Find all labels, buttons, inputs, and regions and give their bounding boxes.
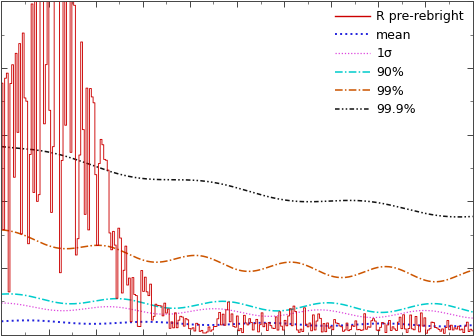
99% [272,263,278,267]
mean [356,322,362,326]
R pre-rebright [273,315,278,319]
1σ [272,314,278,318]
Line: mean: mean [1,320,473,326]
99.9% [356,199,362,203]
99.9% [0,144,4,149]
99% [356,272,362,276]
99% [284,260,290,264]
mean [441,324,447,328]
mean [405,323,410,327]
90% [273,309,278,313]
90% [356,307,362,311]
1σ [284,312,290,317]
mean [28,319,34,323]
mean [285,322,291,326]
90% [470,310,474,314]
1σ [470,316,474,320]
99% [470,268,474,272]
Line: 99.9%: 99.9% [1,146,473,217]
90% [28,294,34,298]
R pre-rebright [285,314,291,318]
99% [0,228,4,232]
90% [378,310,384,314]
99.9% [404,207,410,211]
Line: 1σ: 1σ [1,303,473,318]
1σ [0,301,4,305]
mean [470,323,474,327]
99.9% [284,198,290,202]
90% [299,305,305,309]
99.9% [470,214,474,218]
mean [0,319,4,323]
R pre-rebright [405,330,410,334]
1σ [299,310,304,314]
99% [27,236,33,240]
99% [433,280,438,284]
R pre-rebright [299,330,305,334]
90% [285,308,291,312]
99.9% [27,147,33,151]
R pre-rebright [27,153,33,157]
1σ [27,304,33,308]
90% [405,306,411,310]
R pre-rebright [470,329,474,333]
mean [24,318,29,322]
99.9% [299,200,304,204]
R pre-rebright [441,331,447,335]
Legend: R pre-rebright, mean, 1σ, 90%, 99%, 99.9%: R pre-rebright, mean, 1σ, 90%, 99%, 99.9… [332,8,466,119]
99.9% [456,215,462,219]
1σ [404,310,410,314]
mean [299,323,305,327]
99% [404,270,410,275]
Line: 99%: 99% [1,230,473,282]
Line: 90%: 90% [1,294,473,312]
90% [6,292,11,296]
mean [273,321,278,325]
1σ [356,314,362,318]
R pre-rebright [32,0,38,3]
R pre-rebright [356,327,362,331]
99.9% [272,196,278,200]
90% [0,292,4,296]
99% [299,262,304,266]
R pre-rebright [0,81,4,85]
